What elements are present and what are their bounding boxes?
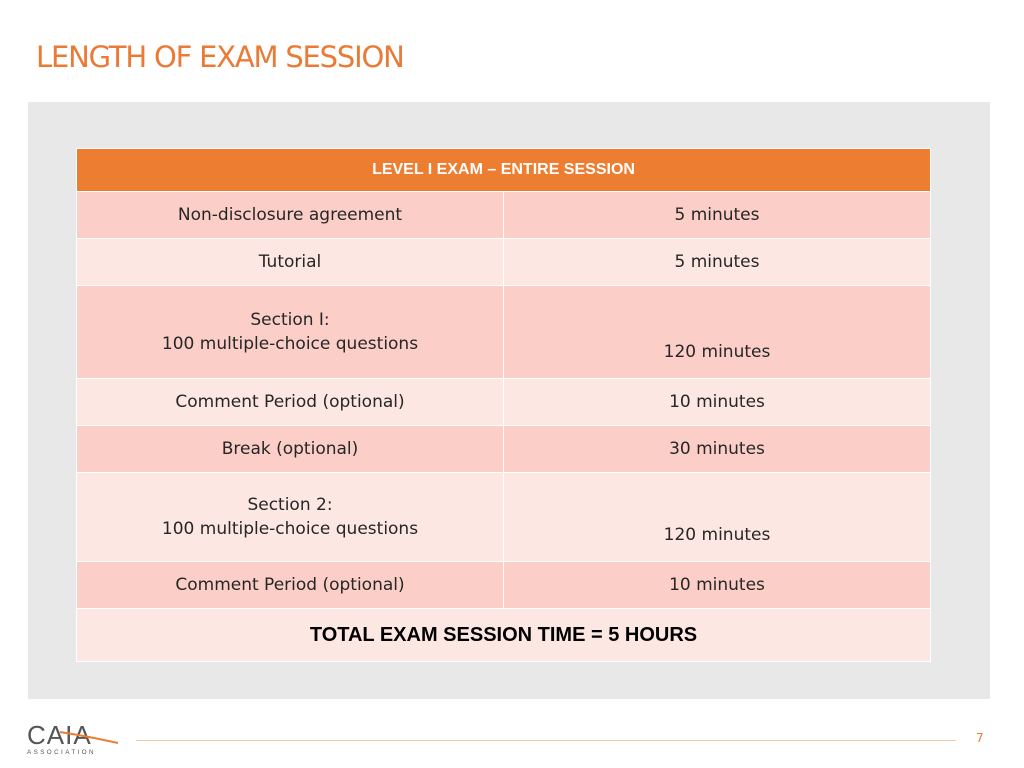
table-header: LEVEL I EXAM – ENTIRE SESSION (76, 148, 931, 192)
table-row: Tutorial 5 minutes (76, 238, 931, 286)
activity-label: Comment Period (optional) (175, 392, 405, 412)
table-total-row: TOTAL EXAM SESSION TIME = 5 HOURS (76, 608, 931, 662)
activity-label: Break (optional) (221, 439, 359, 459)
duration-cell: 10 minutes (503, 378, 931, 426)
activity-cell: Tutorial (76, 238, 504, 286)
duration-cell: 120 minutes (503, 285, 931, 379)
duration-cell: 30 minutes (503, 425, 931, 473)
activity-detail: 100 multiple-choice questions (161, 519, 419, 539)
activity-label: Section I: (250, 310, 330, 330)
duration-cell: 10 minutes (503, 561, 931, 609)
table-row: Comment Period (optional) 10 minutes (76, 378, 931, 426)
table-row: Section I: 100 multiple-choice questions… (76, 285, 931, 379)
exam-session-table: LEVEL I EXAM – ENTIRE SESSION Non-disclo… (76, 148, 931, 662)
duration-cell: 5 minutes (503, 238, 931, 286)
table-row: Non-disclosure agreement 5 minutes (76, 191, 931, 239)
activity-cell: Non-disclosure agreement (76, 191, 504, 239)
activity-detail: 100 multiple-choice questions (161, 334, 419, 354)
logo-subtitle: ASSOCIATION (27, 749, 96, 756)
activity-label: Comment Period (optional) (175, 575, 405, 595)
activity-label: Tutorial (258, 252, 322, 272)
activity-cell: Break (optional) (76, 425, 504, 473)
caia-logo: CAIA ASSOCIATION (26, 720, 122, 758)
activity-cell: Comment Period (optional) (76, 378, 504, 426)
logo-swoosh-icon (59, 731, 119, 744)
table-row: Break (optional) 30 minutes (76, 425, 931, 473)
duration-cell: 120 minutes (503, 472, 931, 562)
page-title: LENGTH OF EXAM SESSION (36, 40, 405, 74)
duration-cell: 5 minutes (503, 191, 931, 239)
activity-cell: Section I: 100 multiple-choice questions (76, 285, 504, 379)
activity-cell: Comment Period (optional) (76, 561, 504, 609)
footer-divider (136, 740, 956, 741)
activity-cell: Section 2: 100 multiple-choice questions (76, 472, 504, 562)
table-row: Comment Period (optional) 10 minutes (76, 561, 931, 609)
table-row: Section 2: 100 multiple-choice questions… (76, 472, 931, 562)
activity-label: Non-disclosure agreement (177, 205, 403, 225)
page-number: 7 (976, 731, 984, 745)
total-time: TOTAL EXAM SESSION TIME = 5 HOURS (76, 608, 931, 662)
activity-label: Section 2: (247, 495, 333, 515)
